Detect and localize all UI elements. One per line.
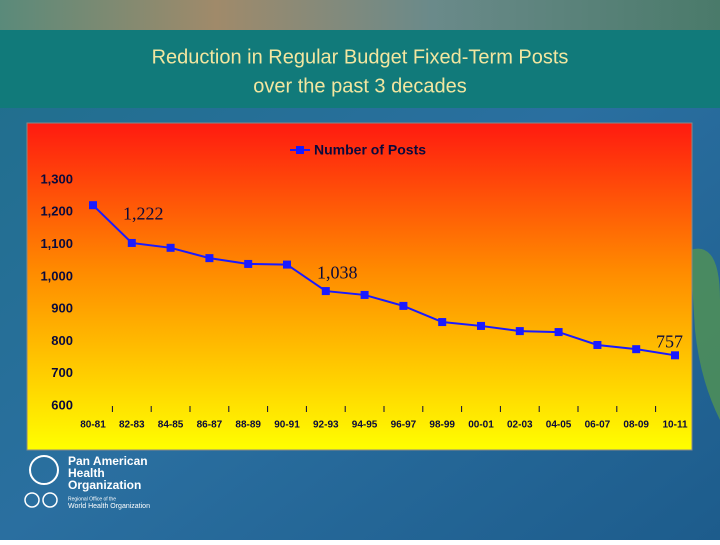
point [89, 201, 97, 210]
x-tick-label: 02-03 [507, 420, 533, 431]
point [321, 287, 330, 296]
legend-marker [296, 146, 304, 154]
series-line [92, 204, 676, 357]
x-tick-label: 00-01 [468, 420, 494, 431]
value-label: 1,222 [123, 203, 164, 223]
x-tick-label: 98-99 [429, 420, 455, 431]
title-bar [0, 30, 720, 108]
y-tick-label: 900 [51, 301, 73, 316]
point [477, 321, 485, 330]
logo-subtitle: Regional Office of the [68, 496, 116, 502]
logo-globe [29, 455, 59, 485]
logo: Pan American Health Organization Regiona… [24, 454, 150, 510]
point [205, 254, 214, 263]
x-tick-label: 80-81 [80, 420, 106, 431]
point [671, 351, 679, 360]
point [399, 301, 408, 310]
point [360, 290, 369, 299]
y-tick-label: 700 [51, 365, 73, 380]
y-tick-label: 1,100 [40, 236, 73, 251]
point [632, 345, 641, 354]
map-land [690, 248, 720, 420]
point [515, 327, 524, 336]
point [554, 328, 563, 337]
logo-text: Health [68, 466, 105, 480]
x-tick-label: 88-89 [235, 420, 261, 431]
point [283, 260, 291, 269]
x-tick-label: 96-97 [391, 420, 417, 431]
y-tick-label: 1,200 [40, 204, 73, 219]
x-tick-label: 04-05 [546, 420, 572, 431]
x-tick-label: 92-93 [313, 420, 339, 431]
value-label: 757 [656, 331, 683, 351]
photo-strip [0, 0, 720, 30]
x-tick-label: 08-09 [623, 420, 649, 431]
point [593, 340, 602, 349]
point [438, 318, 447, 327]
legend-label: Number of Posts [314, 142, 426, 158]
y-tick-label: 800 [51, 333, 73, 348]
logo-icon [42, 492, 58, 508]
x-tick-label: 82-83 [119, 420, 145, 431]
y-tick-label: 1,300 [40, 171, 73, 186]
x-tick-label: 86-87 [197, 420, 223, 431]
value-label: 1,038 [317, 263, 358, 283]
x-tick-label: 90-91 [274, 420, 300, 431]
logo-text: Pan American [68, 454, 148, 468]
y-tick-label: 1,000 [40, 268, 73, 283]
x-tick-label: 94-95 [352, 420, 378, 431]
logo-subtitle: World Health Organization [68, 503, 150, 510]
point [127, 238, 136, 247]
x-tick-label: 06-07 [585, 420, 611, 431]
y-tick-label: 600 [51, 397, 73, 412]
logo-icon [24, 492, 40, 508]
x-tick-label: 84-85 [158, 420, 184, 431]
x-tick-label: 10-11 [662, 420, 687, 431]
point [244, 259, 253, 268]
chart-title: Reduction in Regular Budget Fixed-Term P… [152, 46, 569, 68]
logo-text: Organization [68, 478, 141, 492]
chart-title: over the past 3 decades [253, 75, 466, 97]
point [166, 243, 175, 252]
chart-area [26, 122, 693, 451]
